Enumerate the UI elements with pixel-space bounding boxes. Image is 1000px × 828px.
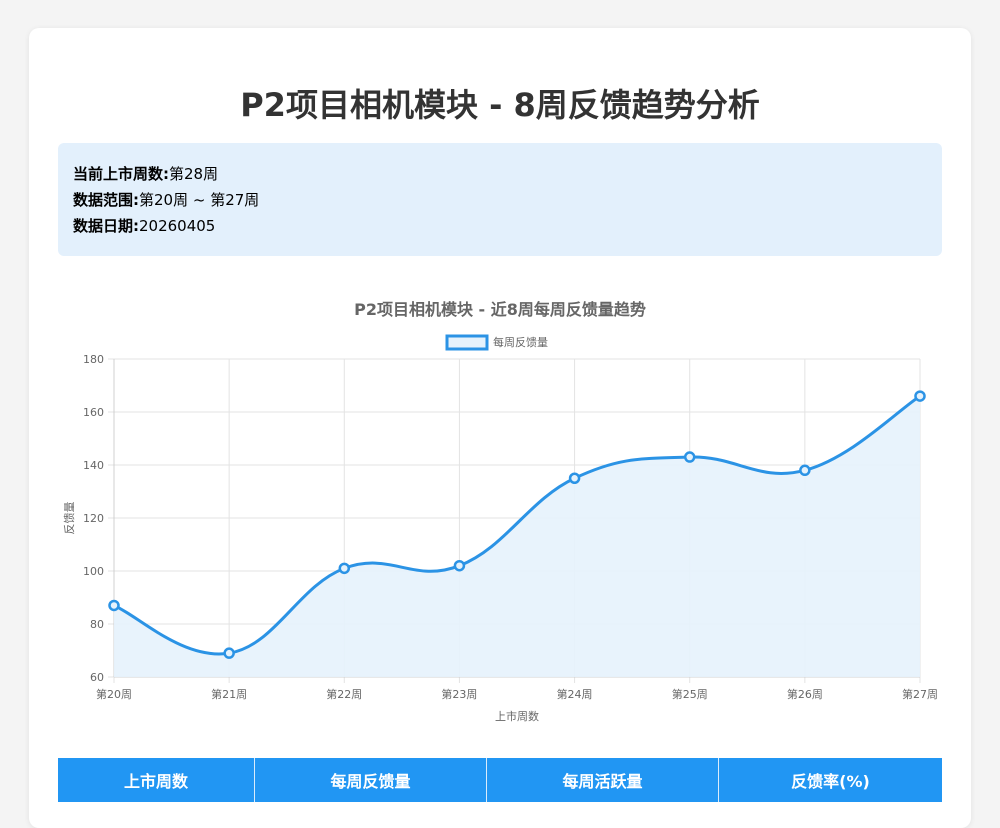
page-title: P2项目相机模块 - 8周反馈趋势分析 <box>240 86 760 124</box>
y-tick-label: 80 <box>90 618 104 631</box>
data-date-line: 数据日期:20260405 <box>73 215 215 236</box>
feedback-trend-chart: 60 80 100 120 140 160 180 第20周 第21周 第22周 第23周 第24周 第… <box>63 334 938 723</box>
x-tick-label: 第25周 <box>672 687 708 701</box>
legend-label: 每周反馈量 <box>493 335 548 349</box>
chart-title: P2项目相机模块 - 近8周每周反馈量趋势 <box>354 300 646 319</box>
column-header-feedback[interactable]: 每周反馈量 <box>255 758 487 802</box>
current-week-value: 第28周 <box>169 165 219 183</box>
current-week-line: 当前上市周数:第28周 <box>73 163 218 184</box>
y-tick-label: 180 <box>83 353 104 366</box>
data-range-line: 数据范围:第20周 ~ 第27周 <box>73 189 259 210</box>
x-tick-label: 第23周 <box>441 687 477 701</box>
report-card: P2项目相机模块 - 8周反馈趋势分析 当前上市周数:第28周 数据范围:第20… <box>29 28 971 828</box>
column-header-week[interactable]: 上市周数 <box>58 758 255 802</box>
y-tick-label: 100 <box>83 565 104 578</box>
x-tick-label: 第21周 <box>211 687 247 701</box>
data-point <box>453 559 466 572</box>
y-tick-label: 160 <box>83 406 104 419</box>
data-point <box>568 472 581 484</box>
y-axis-title: 反馈量 <box>63 502 76 535</box>
x-tick-label: 第27周 <box>902 687 938 701</box>
series-area-fill <box>114 396 920 677</box>
data-range-label: 数据范围: <box>73 191 139 209</box>
data-date-label: 数据日期: <box>73 217 139 235</box>
x-tick-label: 第20周 <box>96 687 132 701</box>
legend-swatch <box>445 334 489 351</box>
column-header-rate[interactable]: 反馈率(%) <box>791 772 870 791</box>
x-tick-label: 第24周 <box>557 687 593 701</box>
data-point <box>223 647 235 659</box>
data-date-value: 20260405 <box>139 217 216 235</box>
data-point <box>914 390 926 402</box>
x-axis-title: 上市周数 <box>495 709 539 723</box>
y-tick-label: 60 <box>90 671 104 684</box>
current-week-label: 当前上市周数: <box>73 165 169 183</box>
info-box: 当前上市周数:第28周 数据范围:第20周 ~ 第27周 数据日期:202604… <box>58 143 942 256</box>
x-tick-label: 第26周 <box>787 687 823 701</box>
y-tick-label: 140 <box>83 459 104 472</box>
x-tick-label: 第22周 <box>326 687 362 701</box>
data-point <box>683 451 696 463</box>
table-header: 上市周数 每周反馈量 每周活跃量 反馈率(%) <box>58 758 942 802</box>
column-header-active[interactable]: 每周活跃量 <box>487 758 719 802</box>
data-point <box>338 562 351 575</box>
data-range-value: 第20周 ~ 第27周 <box>139 191 260 209</box>
series-line <box>113 394 921 656</box>
y-tick-label: 120 <box>83 512 104 525</box>
data-point <box>799 464 811 477</box>
data-point <box>108 599 120 612</box>
